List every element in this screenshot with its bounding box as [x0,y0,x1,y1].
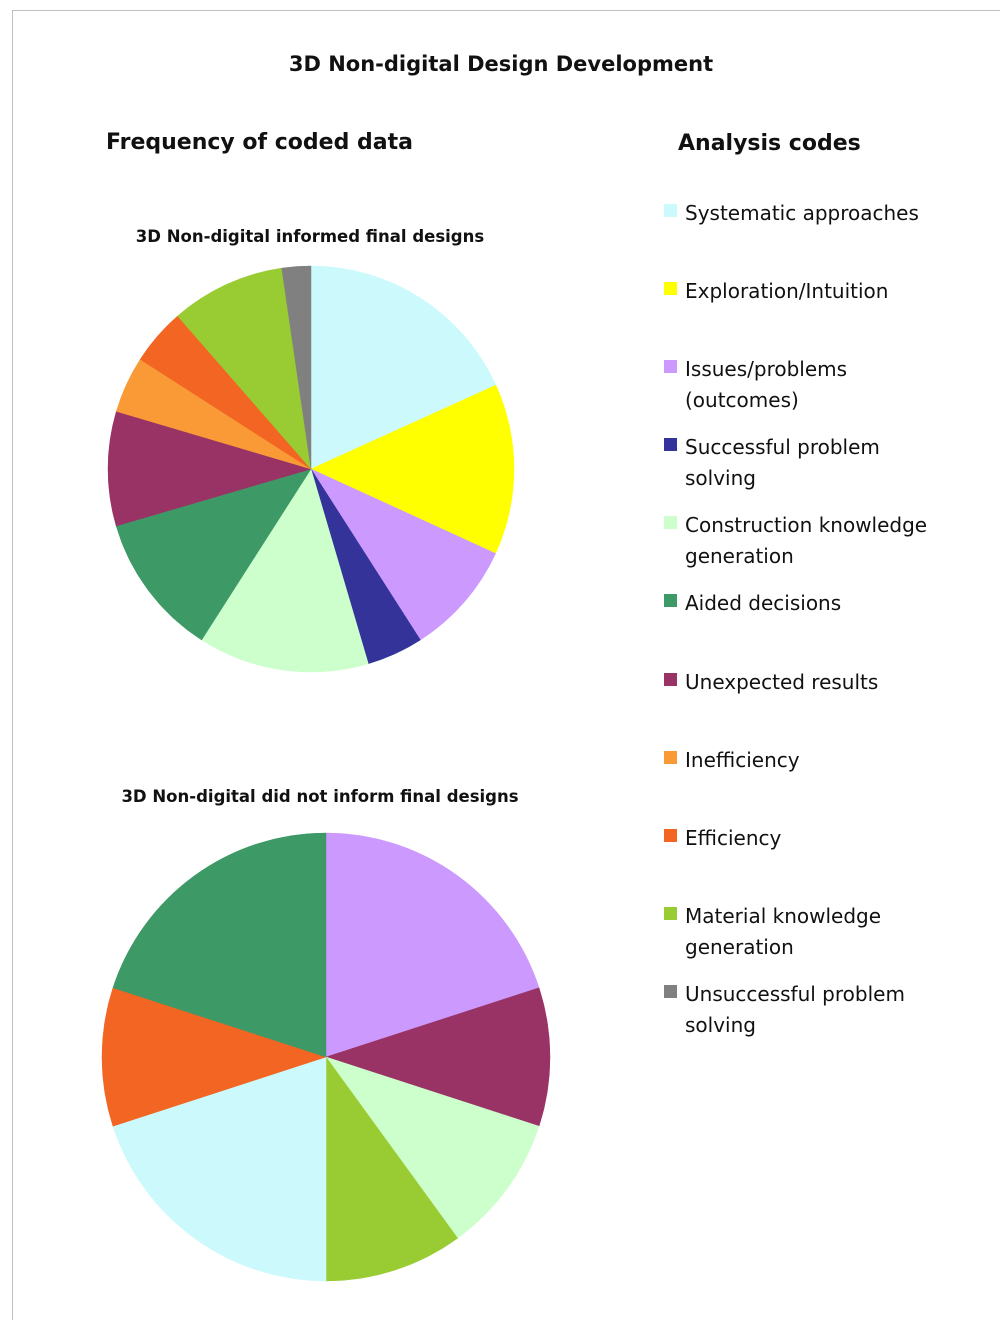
legend-label-line: solving [685,466,756,490]
legend-label-line: Efficiency [685,826,782,850]
legend-label-line: Material knowledge [685,904,882,928]
legend-label-line: Aided decisions [685,591,842,615]
legend-swatch [664,360,677,373]
legend-label: Construction knowledge generation [685,510,985,572]
legend-label-line: Systematic approaches [685,201,919,225]
legend-label-line: Inefficiency [685,748,800,772]
pie-1-slice-systematic-approaches [310,265,497,470]
pie-2-slice-systematic-approaches [112,1056,327,1282]
pie-1-slice-construction-knowledge-generation [201,468,369,673]
legend-swatch [664,282,677,295]
legend-label-line: (outcomes) [685,388,799,412]
pie-2-slice-aided-decisions [112,832,327,1058]
legend-label: Inefficiency [685,745,985,776]
pie-2-slice-efficiency [101,987,327,1127]
pie-1-slice-material-knowledge-generation [177,267,312,470]
pie-1-slice-exploration-intuition [310,384,515,554]
legend-label-line: Unsuccessful problem [685,982,905,1006]
legend-label-line: Exploration/Intuition [685,279,889,303]
legend-swatch [664,829,677,842]
legend-label: Issues/problems (outcomes) [685,354,985,416]
pie-1-slice-unexpected-results [107,411,312,527]
legend-swatch [664,516,677,529]
pie-1-slice-unsuccessful-problem-solving [281,265,312,470]
pie-1-slice-issues-problems-outcomes [310,468,496,641]
pie-1-title: 3D Non-digital informed final designs [135,227,485,246]
pie-2-slice-construction-knowledge-generation [325,1056,540,1239]
legend-label-line: solving [685,1013,756,1037]
legend-label-line: generation [685,544,794,568]
legend-swatch [664,438,677,451]
legend-label: Efficiency [685,823,985,854]
frequency-heading: Frequency of coded data [106,130,413,155]
legend-swatch [664,751,677,764]
legend-swatch [664,985,677,998]
legend-label-line: generation [685,935,794,959]
legend-label-line: Successful problem [685,435,880,459]
legend-swatch [664,594,677,607]
legend-label: Unsuccessful problem solving [685,979,985,1041]
legend-label: Unexpected results [685,667,985,698]
pie-2-title: 3D Non-digital did not inform final desi… [121,787,519,806]
legend-label-line: Construction knowledge [685,513,928,537]
pie-2-slice-issues-problems-outcomes [325,832,540,1058]
legend-label: Successful problem solving [685,432,985,494]
pie-2-slice-unexpected-results [325,987,551,1127]
legend-label: Exploration/Intuition [685,276,985,307]
figure-frame [12,10,1000,1320]
legend-swatch [664,907,677,920]
legend-label-line: Unexpected results [685,670,879,694]
legend-swatch [664,673,677,686]
pie-2-slice-material-knowledge-generation [325,1056,459,1282]
legend-label: Aided decisions [685,588,985,619]
legend-heading: Analysis codes [678,131,861,156]
legend-label-line: Issues/problems [685,357,848,381]
legend-label: Systematic approaches [685,198,985,229]
page-title: 3D Non-digital Design Development [288,52,714,76]
legend-label: Material knowledge generation [685,901,985,963]
legend-swatch [664,204,677,217]
